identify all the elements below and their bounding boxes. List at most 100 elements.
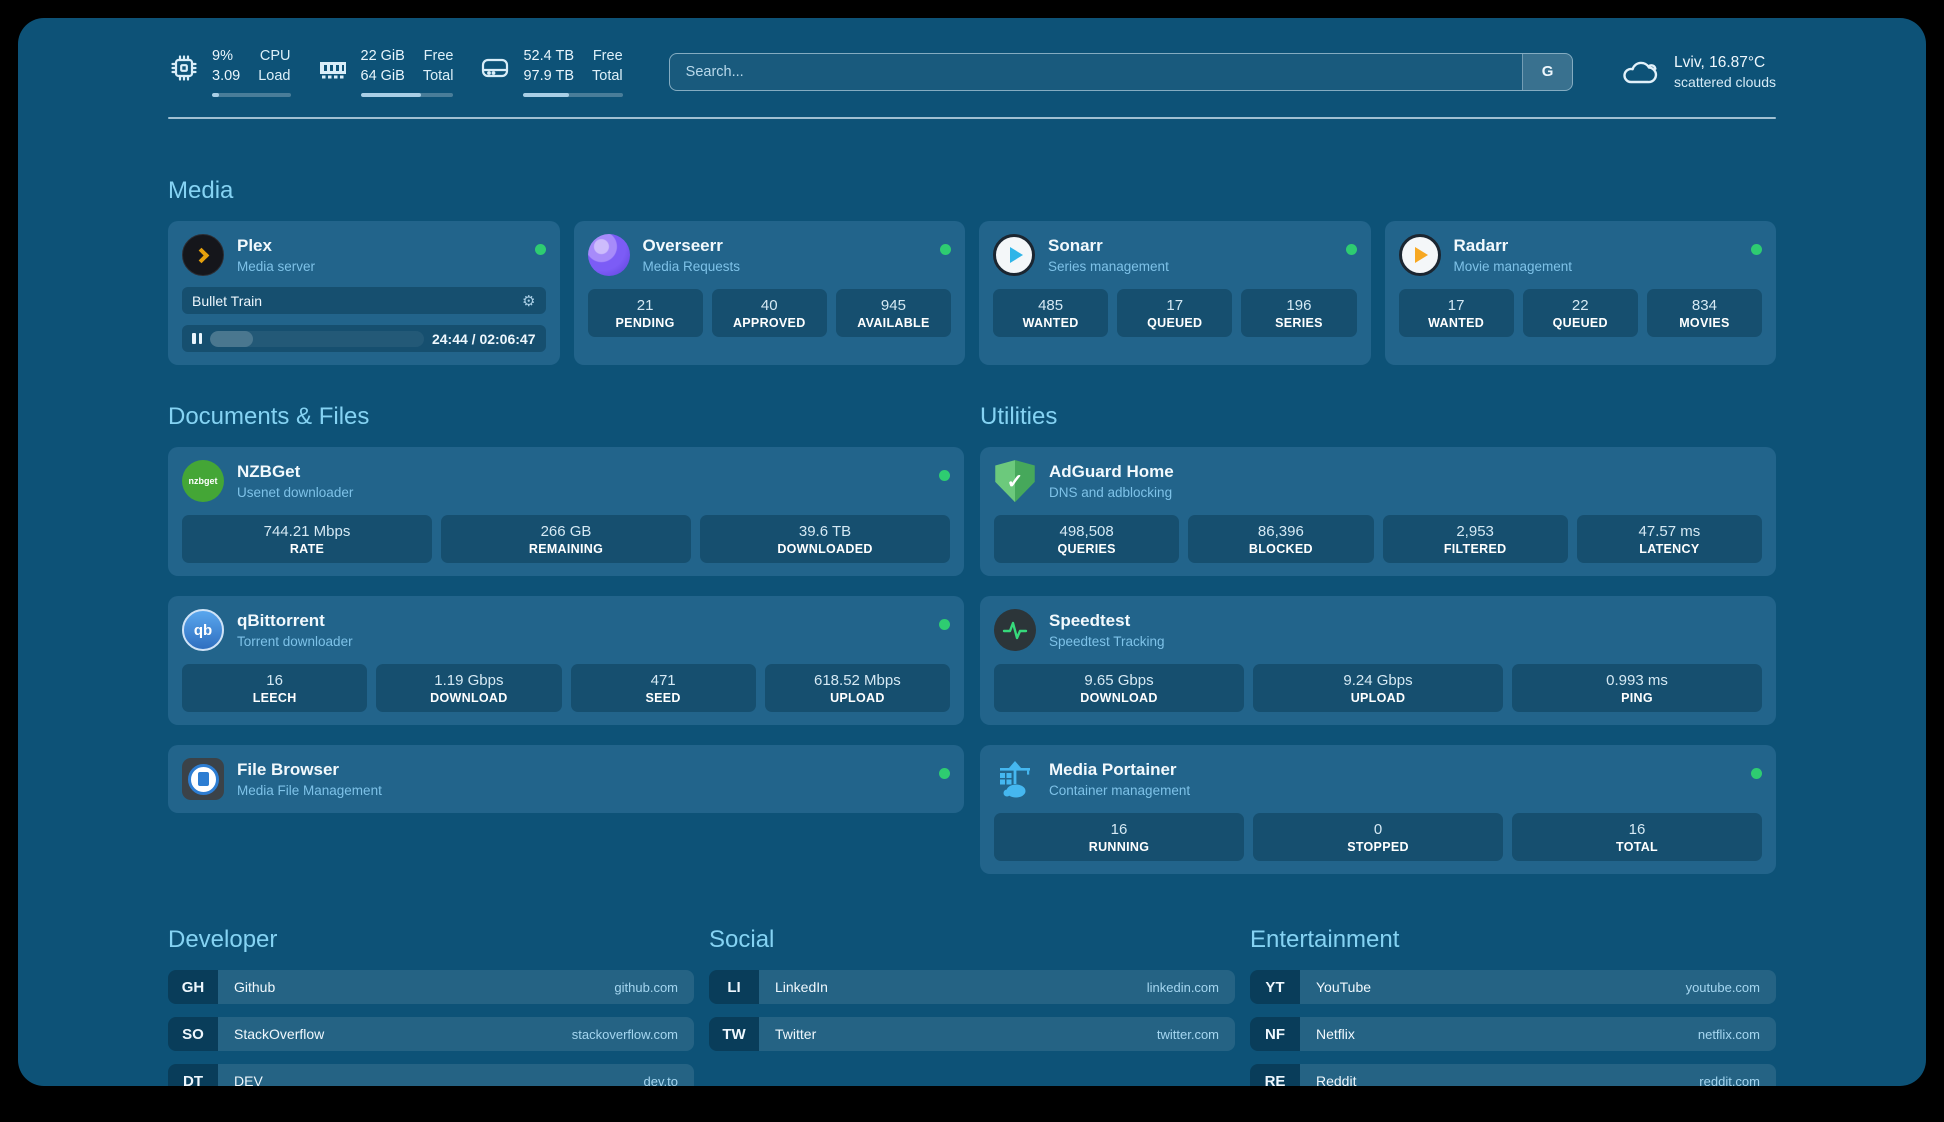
stat-box: 16 LEECH [182,664,368,713]
topbar-divider [168,117,1776,120]
bookmark-bar: Netflix netflix.com [1300,1017,1776,1052]
search-input[interactable] [669,53,1523,90]
stat-box: 485 WANTED [993,289,1109,338]
stat-value: 2,953 [1456,522,1494,540]
bookmark-stackoverflow[interactable]: SO StackOverflow stackoverflow.com [168,1017,694,1052]
plex-card[interactable]: Plex Media server Bullet Train ⚙ 24:44 /… [168,221,560,366]
radarr-card[interactable]: Radarr Movie management 17 WANTED 22 QUEUED… [1384,221,1776,366]
bookmark-dev[interactable]: DT DEV dev.to [168,1064,694,1086]
stat-label: LEECH [252,690,297,705]
load-label: Load [258,68,291,85]
ram-total-value: 64 GiB [360,68,405,85]
stat-value: 16 [1628,820,1646,838]
section-title-utilities: Utilities [980,403,1058,431]
stats-row: 485 WANTED 17 QUEUED 196 SERIES [993,289,1357,338]
app-desc: DNS and adblocking [1049,485,1173,501]
stat-box: 40 APPROVED [711,289,827,338]
bookmark-name: Github [234,979,276,996]
ram-free-label: Free [423,48,454,64]
playback-progress-bar[interactable] [210,330,424,347]
bookmark-name: LinkedIn [775,979,828,996]
sonarr-icon [993,234,1035,277]
bookmark-name: Twitter [775,1026,817,1043]
stat-box: 266 GB REMAINING [441,515,691,564]
filebrowser-card[interactable]: File Browser Media File Management [168,745,964,814]
app-desc: Media Requests [642,259,741,275]
weather-text: Lviv, 16.87°C scattered clouds [1674,54,1776,90]
sonarr-card[interactable]: Sonarr Series management 485 WANTED 17 QUEU… [979,221,1371,366]
dashboard: 9% 3.09 CPU Load [18,18,1926,1086]
bookmark-github[interactable]: GH Github github.com [168,970,694,1005]
bookmark-abbr: RE [1250,1064,1300,1086]
status-dot [1751,768,1762,780]
cpu-stat-text: 9% 3.09 CPU Load [212,46,291,98]
bookmark-youtube[interactable]: YT YouTube youtube.com [1250,970,1776,1005]
bookmark-netflix[interactable]: NF Netflix netflix.com [1250,1017,1776,1052]
cpu-chip-icon [171,55,197,81]
app-name: qBittorrent [237,611,325,631]
stat-value: 86,396 [1257,522,1304,540]
bookmark-url: stackoverflow.com [571,1026,678,1042]
bookmark-reddit[interactable]: RE Reddit reddit.com [1250,1064,1776,1086]
stat-box: 618.52 Mbps UPLOAD [764,664,950,713]
stat-value: 9.24 Gbps [1343,671,1413,689]
bookmark-bar: Github github.com [218,970,694,1005]
stat-box: 196 SERIES [1241,289,1357,338]
speedtest-pulse-icon [994,609,1036,652]
disk-stat-group: 52.4 TB 97.9 TB Free Total [479,46,623,98]
stat-label: TOTAL [1615,839,1658,854]
stat-box: 39.6 TB DOWNLOADED [700,515,950,564]
playback-time: 24:44 / 02:06:47 [431,330,536,347]
stat-box: 498,508 QUERIES [994,515,1180,564]
app-name: NZBGet [237,462,301,482]
search-engine-button[interactable]: G [1522,53,1573,90]
stat-label: PING [1621,690,1653,705]
weather-condition: scattered clouds [1674,73,1776,90]
bookmark-twitter[interactable]: TW Twitter twitter.com [709,1017,1235,1052]
stats-row: 21 PENDING 40 APPROVED 945 AVAILABLE [587,289,952,338]
stat-box: 47.57 ms LATENCY [1576,515,1762,564]
cpu-label: CPU [259,48,291,64]
stat-label: LATENCY [1639,541,1700,556]
bookmark-linkedin[interactable]: LI LinkedIn linkedin.com [709,970,1235,1005]
section-title-documents: Documents & Files [168,403,370,431]
player-settings-icon[interactable]: ⚙ [522,292,536,310]
bookmark-bar: DEV dev.to [218,1064,694,1086]
disk-icon [482,58,509,78]
nzbget-card[interactable]: nzbget NZBGet Usenet downloader 744.21 M… [168,447,964,577]
developer-links: GH Github github.com SO StackOverflow stackov… [168,970,694,1086]
qbittorrent-icon: qb [182,609,224,652]
social-links: LI LinkedIn linkedin.com TW Twitter twitter.c… [709,970,1235,1052]
qbittorrent-card[interactable]: qb qBittorrent Torrent downloader 16 LEEC… [168,596,964,726]
disk-stat-text: 52.4 TB 97.9 TB Free Total [523,46,623,98]
stat-label: SERIES [1275,315,1323,330]
app-name: Radarr [1453,236,1509,256]
entertainment-links: YT YouTube youtube.com NF Netflix netflix.com… [1250,970,1776,1086]
adguard-card[interactable]: ✓ AdGuard Home DNS and adblocking 498,50… [980,447,1776,577]
speedtest-card[interactable]: Speedtest Speedtest Tracking 9.65 Gbps DO… [980,596,1776,726]
cloud-icon [1623,61,1658,83]
pause-button[interactable] [192,333,202,345]
stats-row: 9.65 Gbps DOWNLOAD 9.24 Gbps UPLOAD 0.993 ms… [994,664,1762,713]
status-dot [939,619,950,631]
stat-value: 498,508 [1059,522,1114,540]
status-dot [534,244,546,256]
bookmark-bar: Reddit reddit.com [1300,1064,1776,1086]
stat-value: 196 [1286,296,1312,314]
portainer-card[interactable]: Media Portainer Container management 16 R… [980,745,1776,875]
stat-value: 16 [1110,820,1128,838]
app-desc: Torrent downloader [237,634,353,650]
section-title-entertainment: Entertainment [1250,926,1400,954]
stat-label: UPLOAD [830,690,885,705]
plex-icon [182,234,224,277]
bookmark-url: linkedin.com [1146,979,1219,995]
stat-label: DOWNLOAD [430,690,508,705]
bookmark-url: netflix.com [1697,1026,1760,1042]
stat-label: WANTED [1428,315,1485,330]
app-name: Media Portainer [1049,760,1177,780]
stat-box: 21 PENDING [587,289,703,338]
bookmark-abbr: YT [1250,970,1300,1005]
disk-total-label: Total [592,68,623,85]
overseerr-card[interactable]: Overseerr Media Requests 21 PENDING 40 APPR… [573,221,965,366]
stat-label: UPLOAD [1350,690,1406,705]
